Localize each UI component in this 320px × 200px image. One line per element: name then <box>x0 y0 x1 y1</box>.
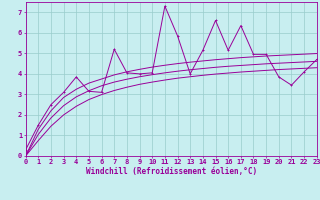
X-axis label: Windchill (Refroidissement éolien,°C): Windchill (Refroidissement éolien,°C) <box>86 167 257 176</box>
